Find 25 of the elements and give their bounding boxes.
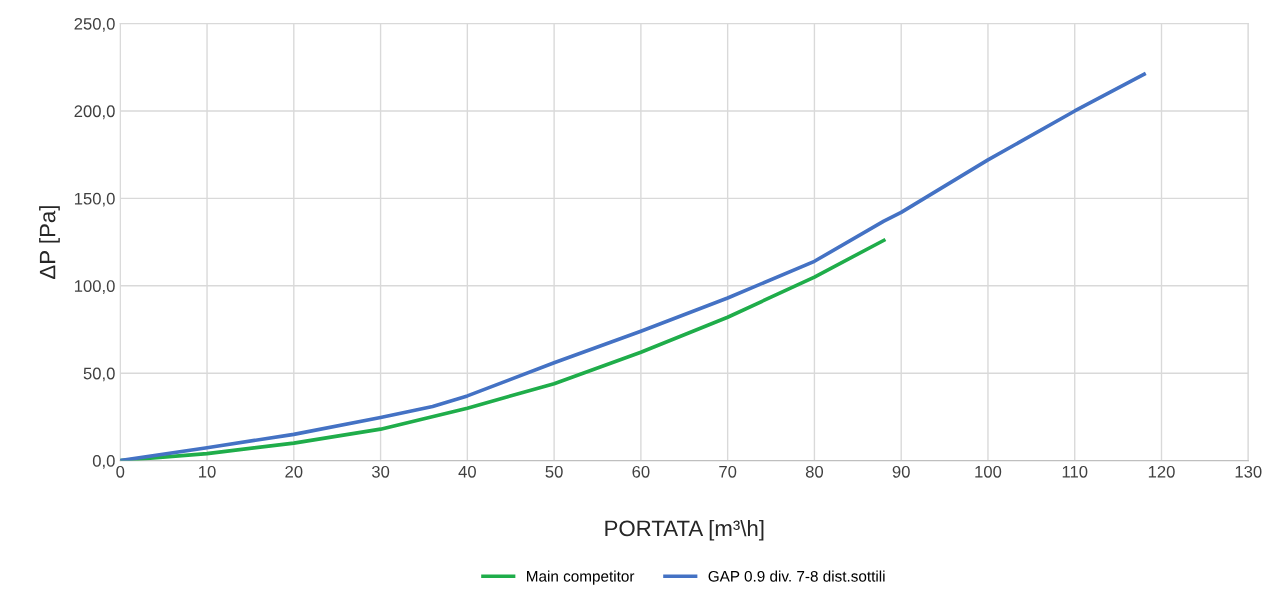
y-tick-label: 50,0 [83, 367, 115, 382]
x-tick-label: 130 [1235, 465, 1262, 478]
x-tick-label: 0 [116, 465, 125, 478]
x-tick-label: 40 [458, 465, 476, 478]
x-axis-title: PORTATA [m³\h] [605, 519, 764, 541]
x-tick-label: 90 [892, 465, 910, 478]
x-tick-label: 100 [975, 465, 1002, 478]
legend-label: Main competitor [527, 570, 635, 585]
y-tick-label: 250,0 [74, 17, 115, 32]
legend-label: GAP 0.9 div. 7-8 dist.sottili [708, 570, 885, 582]
x-tick-label: 30 [371, 465, 390, 478]
line-series [120, 72, 1146, 461]
x-tick-label: 20 [285, 465, 303, 478]
x-tick-label: 50 [545, 465, 563, 478]
x-tick-label: 60 [632, 465, 650, 478]
x-tick-label: 80 [805, 465, 824, 478]
y-axis-title: ΔP [Pa] [39, 206, 60, 279]
y-tick-label: 150,0 [74, 192, 115, 207]
x-tick-label: 10 [199, 465, 216, 478]
x-tick-label: 70 [719, 465, 737, 478]
y-tick-label: 0,0 [92, 455, 115, 469]
y-tick-label: 100,0 [74, 280, 115, 294]
x-tick-label: 120 [1148, 465, 1175, 478]
x-tick-label: 110 [1062, 465, 1088, 478]
y-tick-label: 200,0 [74, 105, 115, 120]
